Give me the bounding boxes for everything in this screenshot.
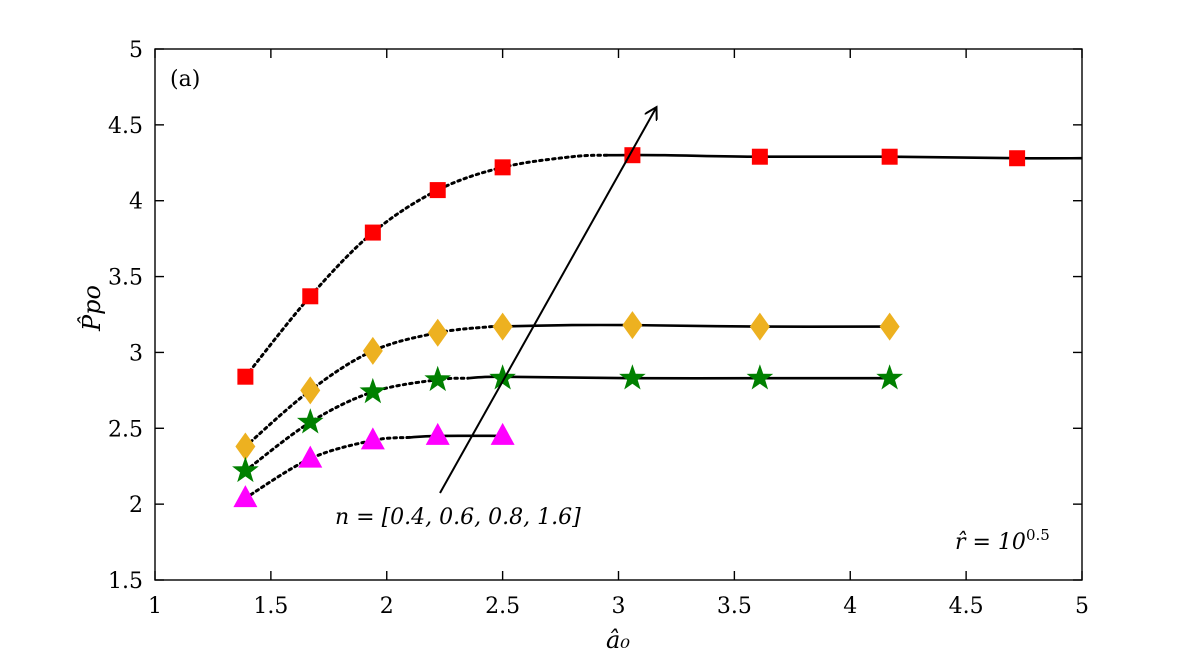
trend-arrow (439, 108, 656, 494)
series-1-diamond-point (622, 311, 643, 340)
r-label-exponent: 0.5 (1026, 526, 1050, 544)
series-1-diamond-point (235, 432, 256, 461)
y-tick-label: 1.5 (108, 569, 143, 594)
series-0-square-point (494, 159, 511, 176)
series-1-diamond-point (362, 336, 383, 365)
series-1-diamond-point (492, 312, 513, 341)
series-3-dotted-curve (243, 435, 412, 500)
r-label: r̂ = 100.5 (955, 526, 1050, 555)
series-1-diamond-point (879, 312, 900, 341)
series-1-diamond-point (427, 318, 448, 347)
series-3-triangle-point (233, 485, 258, 508)
x-tick-label: 5 (1075, 594, 1089, 619)
y-tick-label: 4 (129, 190, 143, 215)
y-axis-ticks: 1.5 2 2.5 3 3.5 4 4.5 5 (108, 38, 1082, 594)
y-axis-label: P̂po (78, 285, 106, 332)
series-3-triangle-point (298, 445, 323, 468)
series-0-square-point (429, 182, 446, 199)
y-tick-label: 3.5 (108, 266, 143, 291)
y-tick-label: 3 (129, 341, 143, 366)
arrow-label: n = [0.4, 0.6, 0.8, 1.6] (335, 505, 581, 530)
series-1-diamond-point (300, 376, 321, 405)
series-0-square-point (364, 224, 381, 241)
x-tick-label: 3 (612, 594, 626, 619)
series-3-triangle-point (425, 422, 450, 445)
x-axis-label: â₀ (606, 626, 630, 654)
plot-area (155, 49, 1082, 580)
x-axis-ticks: 1 1.5 2 2.5 3 3.5 4 4.5 5 (148, 49, 1089, 619)
series-1-diamond-point (749, 312, 770, 341)
series-2-pentagram-point (232, 456, 259, 483)
series-2-pentagram-point (359, 377, 387, 404)
x-tick-label: 2.5 (485, 594, 520, 619)
series-2-pentagram-point (424, 365, 451, 392)
series-1-solid-curve (490, 323, 890, 329)
series-markers (232, 147, 1026, 508)
series-3-triangle-point (490, 422, 515, 445)
series-2-pentagram-point (489, 364, 516, 390)
series-0-square-point (302, 288, 319, 305)
x-tick-label: 2 (380, 594, 394, 619)
r-label-base: r̂ = 10 (955, 530, 1026, 555)
y-tick-label: 2 (129, 493, 143, 518)
series-2-pentagram-point (619, 364, 646, 390)
series-0-square-point (751, 148, 768, 165)
y-tick-label: 4.5 (108, 114, 143, 139)
series-2-pentagram-point (876, 364, 903, 390)
series-2-pentagram-point (297, 408, 324, 434)
series-0-square-point (1009, 150, 1026, 167)
x-tick-label: 1.5 (253, 594, 288, 619)
x-tick-label: 1 (148, 594, 162, 619)
x-tick-label: 4 (843, 594, 857, 619)
y-tick-label: 2.5 (108, 417, 143, 442)
series-0-square-point (237, 368, 254, 385)
panel-label: (a) (170, 67, 200, 92)
y-tick-label: 5 (129, 38, 143, 63)
x-tick-label: 3.5 (717, 594, 752, 619)
series-3-triangle-point (360, 427, 385, 450)
series-2-pentagram-point (746, 364, 774, 390)
x-tick-label: 4.5 (949, 594, 984, 619)
series-0-square-point (881, 148, 898, 165)
